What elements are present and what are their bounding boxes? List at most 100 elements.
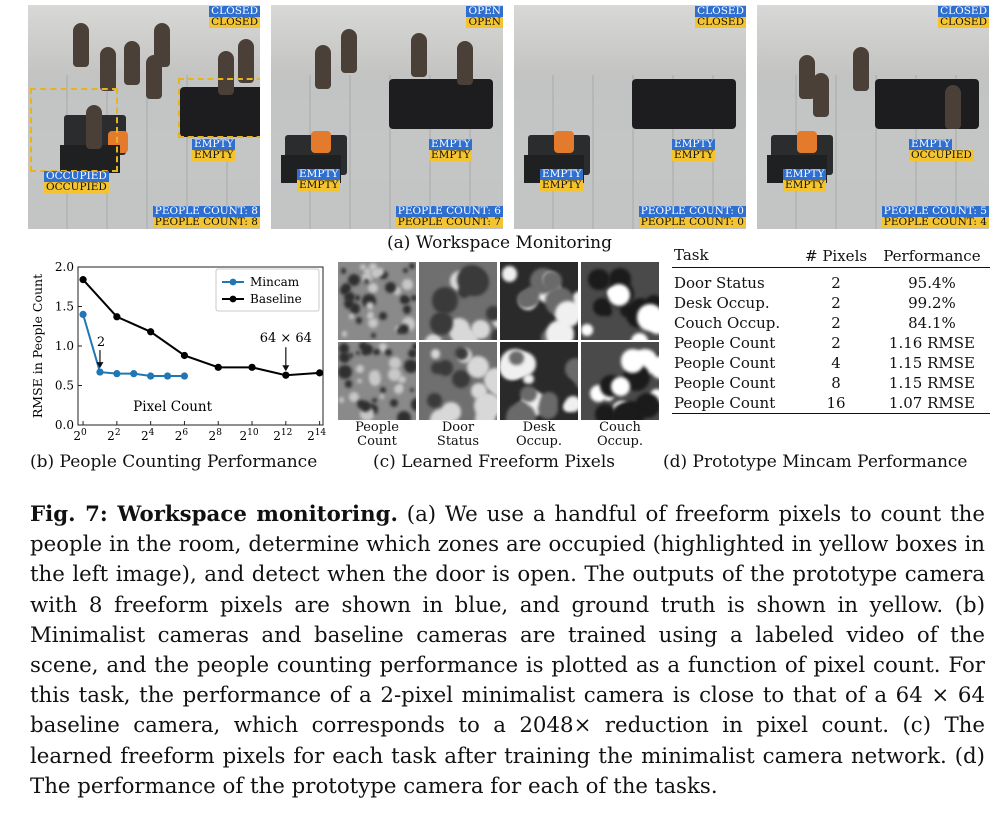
caption-a: (a) Workspace Monitoring [387,233,613,253]
door-status-truth: CLOSED [695,16,746,28]
couch-zone-box [178,78,260,138]
column-label-line2: Status [436,434,480,449]
workspace-frame-1: CLOSED CLOSED OCCUPIED OCCUPIED EMPTY EMPTY PE… [28,5,260,229]
header-task: Task [674,246,709,264]
person [945,85,961,129]
freeform-pixel-1-1 [338,262,416,340]
people-count-truth: PEOPLE COUNT: 8 [152,216,260,228]
series-line-baseline [82,278,320,377]
series-point-mincam [79,310,87,318]
freeform-pixel-2-3 [500,342,578,420]
performance-cell: 99.2% [908,294,956,312]
freeform-column-label: Desk Occup. [500,421,578,449]
door-status-truth: CLOSED [938,16,989,28]
pixels-cell: 16 [826,394,846,412]
y-tick-label: 1.5 [55,300,74,314]
x-tick-label: 20 [73,428,87,443]
freeform-pixel-2-1 [338,342,416,420]
series-point-baseline [180,351,189,360]
freeform-pixel-1-2 [419,262,497,340]
series-point-mincam [163,372,172,380]
person [73,23,89,67]
couch-zone-pred: EMPTY [429,138,473,150]
people-count-chart: 0.0 0.5 1.0 1.5 2.0 20 22 24 26 28 210 212 214 RMSE i… [30,260,326,443]
freeform-column-label: Couch Occup. [581,421,659,449]
header-performance: Performance [883,246,981,265]
legend-marker [229,278,237,286]
column-label-line2: Count [357,434,397,449]
side-table [60,145,120,173]
desk-zone-pred: EMPTY [297,168,341,180]
performance-cell: 1.15 RMSE [888,374,975,392]
legend-marker [229,295,237,303]
couch-zone-pred: EMPTY [672,138,716,150]
person [86,105,102,149]
desk-zone-pred: OCCUPIED [44,170,109,182]
x-tick-label: 28 [209,428,223,443]
couch-zone-pred: EMPTY [192,138,236,150]
door-status-pred: CLOSED [209,5,260,17]
desk-zone-pred: EMPTY [540,168,584,180]
freeform-pixel-2-2 [419,342,497,420]
series-point-mincam [130,370,138,378]
y-tick-label: 0.0 [55,418,74,432]
x-tick-label: 22 [107,428,120,443]
x-tick-label: 26 [175,428,189,443]
door-status-truth: CLOSED [209,16,260,28]
task-cell: Couch Occup. [674,314,781,332]
person [100,47,116,91]
desk-zone-truth: EMPTY [540,179,584,191]
header-pixels: # Pixels [805,246,868,265]
series-point-mincam [180,372,189,380]
people-count-pred: PEOPLE COUNT: 0 [638,205,746,217]
caption-b: (b) People Counting Performance [30,452,318,472]
table-row: Desk Occup. 2 99.2% [672,293,990,313]
people-count-pred: PEOPLE COUNT: 8 [152,205,260,217]
task-cell: People Count [674,374,776,392]
person [853,47,869,91]
figure-caption-label: Fig. 7: Workspace monitoring. [30,502,398,527]
person [341,29,357,73]
task-cell: Desk Occup. [674,294,770,312]
column-label-line2: Occup. [515,434,563,449]
freeform-pixel-1-4 [581,262,659,340]
series-point-baseline [147,328,155,336]
person [238,39,254,83]
couch-zone-truth: EMPTY [429,149,473,161]
x-tick-label: 212 [273,428,292,443]
figure-caption-text: (a) We use a handful of freeform pixels … [30,502,985,799]
performance-cell: 95.4% [908,274,956,292]
freeform-column-label: People Count [338,421,416,449]
task-cell: People Count [674,334,776,352]
pixels-cell: 2 [831,314,841,332]
series-point-baseline [248,363,256,371]
table-row: People Count 16 1.07 RMSE [672,393,990,414]
arrow-left-label: 2 [97,335,105,350]
legend-label: Mincam [250,275,300,289]
couch [875,79,979,129]
door-status-pred: CLOSED [938,5,989,17]
person [315,45,331,89]
pixels-cell: 8 [831,374,841,392]
series-point-baseline [113,313,121,321]
people-count-truth: PEOPLE COUNT: 4 [881,216,989,228]
table-row: People Count 4 1.15 RMSE [672,353,990,373]
desk-zone-pred: EMPTY [783,168,827,180]
column-label-line2: Occup. [596,434,644,449]
people-count-truth: PEOPLE COUNT: 0 [638,216,746,228]
pixels-cell: 2 [831,334,841,352]
person [154,23,170,67]
performance-cell: 84.1% [908,314,956,332]
pixels-cell: 2 [831,274,841,292]
column-label-line1: Couch [599,420,641,435]
person [813,73,829,117]
column-label-line1: People [355,420,399,435]
y-axis-label: RMSE in People Count [30,274,45,418]
freeform-pixel-2-4 [581,342,659,420]
y-tick-label: 2.0 [55,260,74,274]
caption-c: (c) Learned Freeform Pixels [373,452,616,472]
couch [632,79,736,129]
desk-zone-box [30,88,118,172]
table-row: People Count 8 1.15 RMSE [672,373,990,393]
couch [180,87,260,137]
